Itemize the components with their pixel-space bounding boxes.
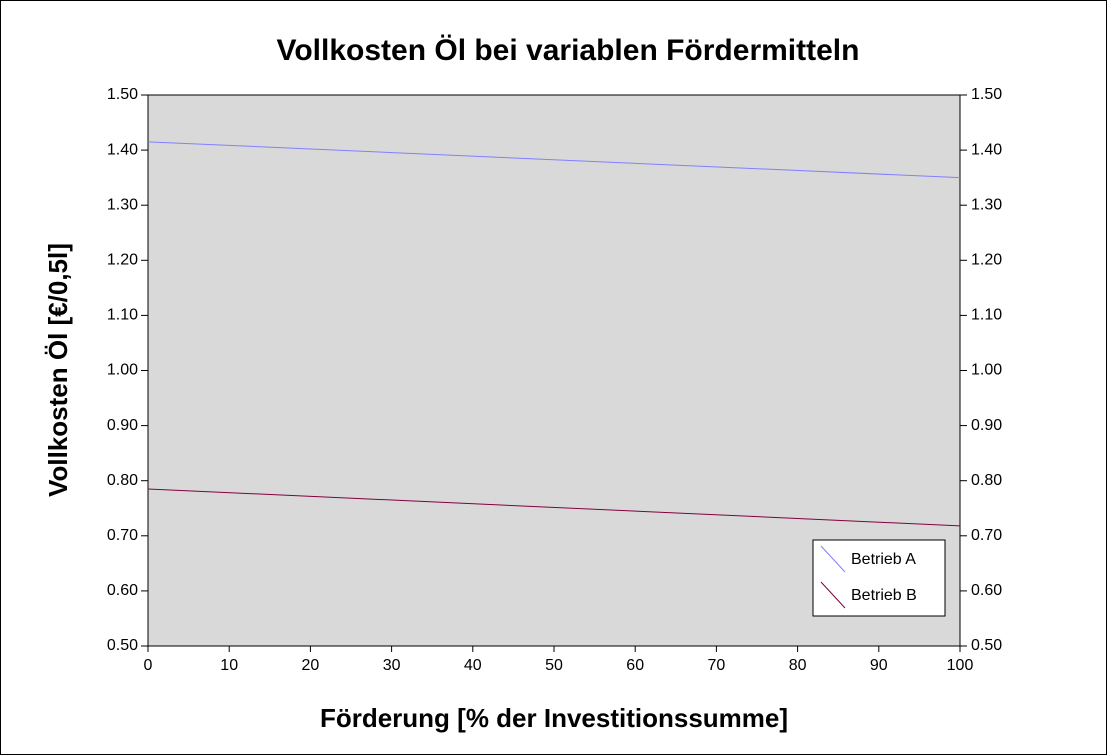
- x-tick-label: 90: [870, 657, 888, 674]
- y2-tick-label: 1.10: [971, 307, 1002, 324]
- legend-swatch: [820, 545, 846, 573]
- legend-swatch: [820, 581, 846, 609]
- x-tick-label: 100: [947, 657, 974, 674]
- y-tick-label: 1.40: [107, 141, 138, 158]
- x-tick-label: 50: [545, 657, 563, 674]
- x-tick-label: 70: [708, 657, 726, 674]
- legend-label: Betrieb B: [851, 587, 917, 604]
- y2-tick-label: 1.30: [971, 196, 1002, 213]
- y-tick-label: 1.20: [107, 252, 138, 269]
- x-tick-label: 30: [383, 657, 401, 674]
- legend-label: Betrieb A: [851, 551, 916, 568]
- x-axis-label: Förderung [% der Investitionssumme]: [320, 703, 788, 733]
- x-tick-label: 40: [464, 657, 482, 674]
- y-tick-label: 0.60: [107, 582, 138, 599]
- y-axis-label: Vollkosten Öl [€/0,5l]: [43, 243, 73, 497]
- x-tick-label: 20: [302, 657, 320, 674]
- y-tick-label: 1.10: [107, 307, 138, 324]
- y2-tick-label: 0.70: [971, 527, 1002, 544]
- y-tick-label: 0.50: [107, 637, 138, 654]
- y2-tick-label: 0.80: [971, 472, 1002, 489]
- x-tick-label: 60: [626, 657, 644, 674]
- series-line: [147, 488, 961, 527]
- y-tick-label: 1.50: [107, 86, 138, 103]
- x-tick-label: 0: [144, 657, 153, 674]
- y-tick-label: 0.70: [107, 527, 138, 544]
- x-tick-label: 10: [220, 657, 238, 674]
- y-tick-label: 1.30: [107, 196, 138, 213]
- y-tick-label: 0.80: [107, 472, 138, 489]
- legend-box: [812, 539, 946, 617]
- y-tick-label: 0.90: [107, 417, 138, 434]
- y2-tick-label: 1.20: [971, 252, 1002, 269]
- chart-title: Vollkosten Öl bei variablen Fördermittel…: [277, 34, 860, 67]
- x-tick-label: 80: [789, 657, 807, 674]
- y2-tick-label: 0.50: [971, 637, 1002, 654]
- y2-tick-label: 1.40: [971, 141, 1002, 158]
- y2-tick-label: 0.60: [971, 582, 1002, 599]
- series-line: [147, 141, 961, 179]
- y-tick-label: 1.00: [107, 362, 138, 379]
- y2-tick-label: 1.50: [971, 86, 1002, 103]
- y2-tick-label: 0.90: [971, 417, 1002, 434]
- y2-tick-label: 1.00: [971, 362, 1002, 379]
